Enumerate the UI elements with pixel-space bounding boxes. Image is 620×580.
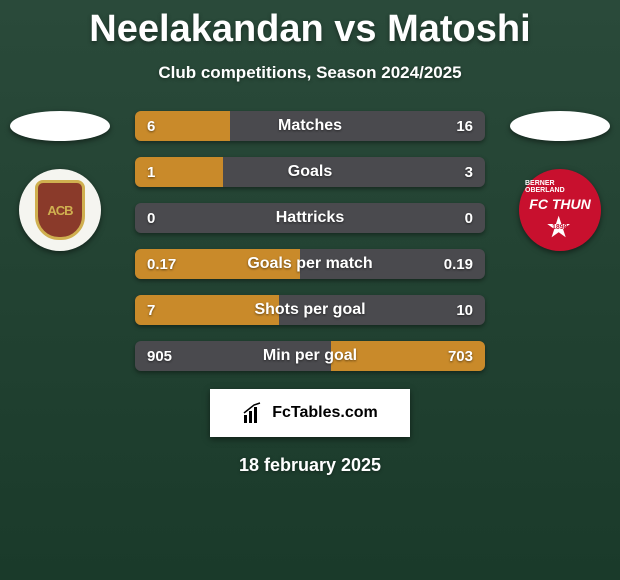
left-team-column: ACB [10, 111, 110, 251]
chart-icon [242, 401, 266, 425]
stat-bar: 13Goals [135, 157, 485, 187]
stat-label: Min per goal [135, 341, 485, 371]
footer-brand-text: FcTables.com [272, 404, 378, 422]
left-crest-text: ACB [35, 180, 85, 240]
stat-bar: 616Matches [135, 111, 485, 141]
content-area: ACB BERNER OBERLAND FC THUN 1898 616Matc… [0, 111, 620, 371]
date-text: 18 february 2025 [0, 455, 620, 476]
right-crest-name: FC THUN [529, 196, 590, 212]
footer-badge: FcTables.com [210, 389, 410, 437]
page-title: Neelakandan vs Matoshi [0, 0, 620, 51]
right-crest-toptext: BERNER OBERLAND [525, 180, 595, 194]
subtitle: Club competitions, Season 2024/2025 [0, 63, 620, 83]
stat-label: Goals per match [135, 249, 485, 279]
stats-bars: 616Matches 13Goals 00Hattricks 0.170.19Goal… [135, 111, 485, 371]
stat-bar: 00Hattricks [135, 203, 485, 233]
stat-label: Matches [135, 111, 485, 141]
stat-label: Goals [135, 157, 485, 187]
right-crest: BERNER OBERLAND FC THUN 1898 [519, 169, 601, 251]
left-crest: ACB [19, 169, 101, 251]
stat-bar: 0.170.19Goals per match [135, 249, 485, 279]
right-team-column: BERNER OBERLAND FC THUN 1898 [510, 111, 610, 251]
right-flag [510, 111, 610, 141]
stat-label: Shots per goal [135, 295, 485, 325]
stat-label: Hattricks [135, 203, 485, 233]
stat-bar: 905703Min per goal [135, 341, 485, 371]
star-icon: 1898 [547, 214, 573, 240]
stat-bar: 710Shots per goal [135, 295, 485, 325]
left-flag [10, 111, 110, 141]
right-crest-year: 1898 [552, 224, 568, 231]
